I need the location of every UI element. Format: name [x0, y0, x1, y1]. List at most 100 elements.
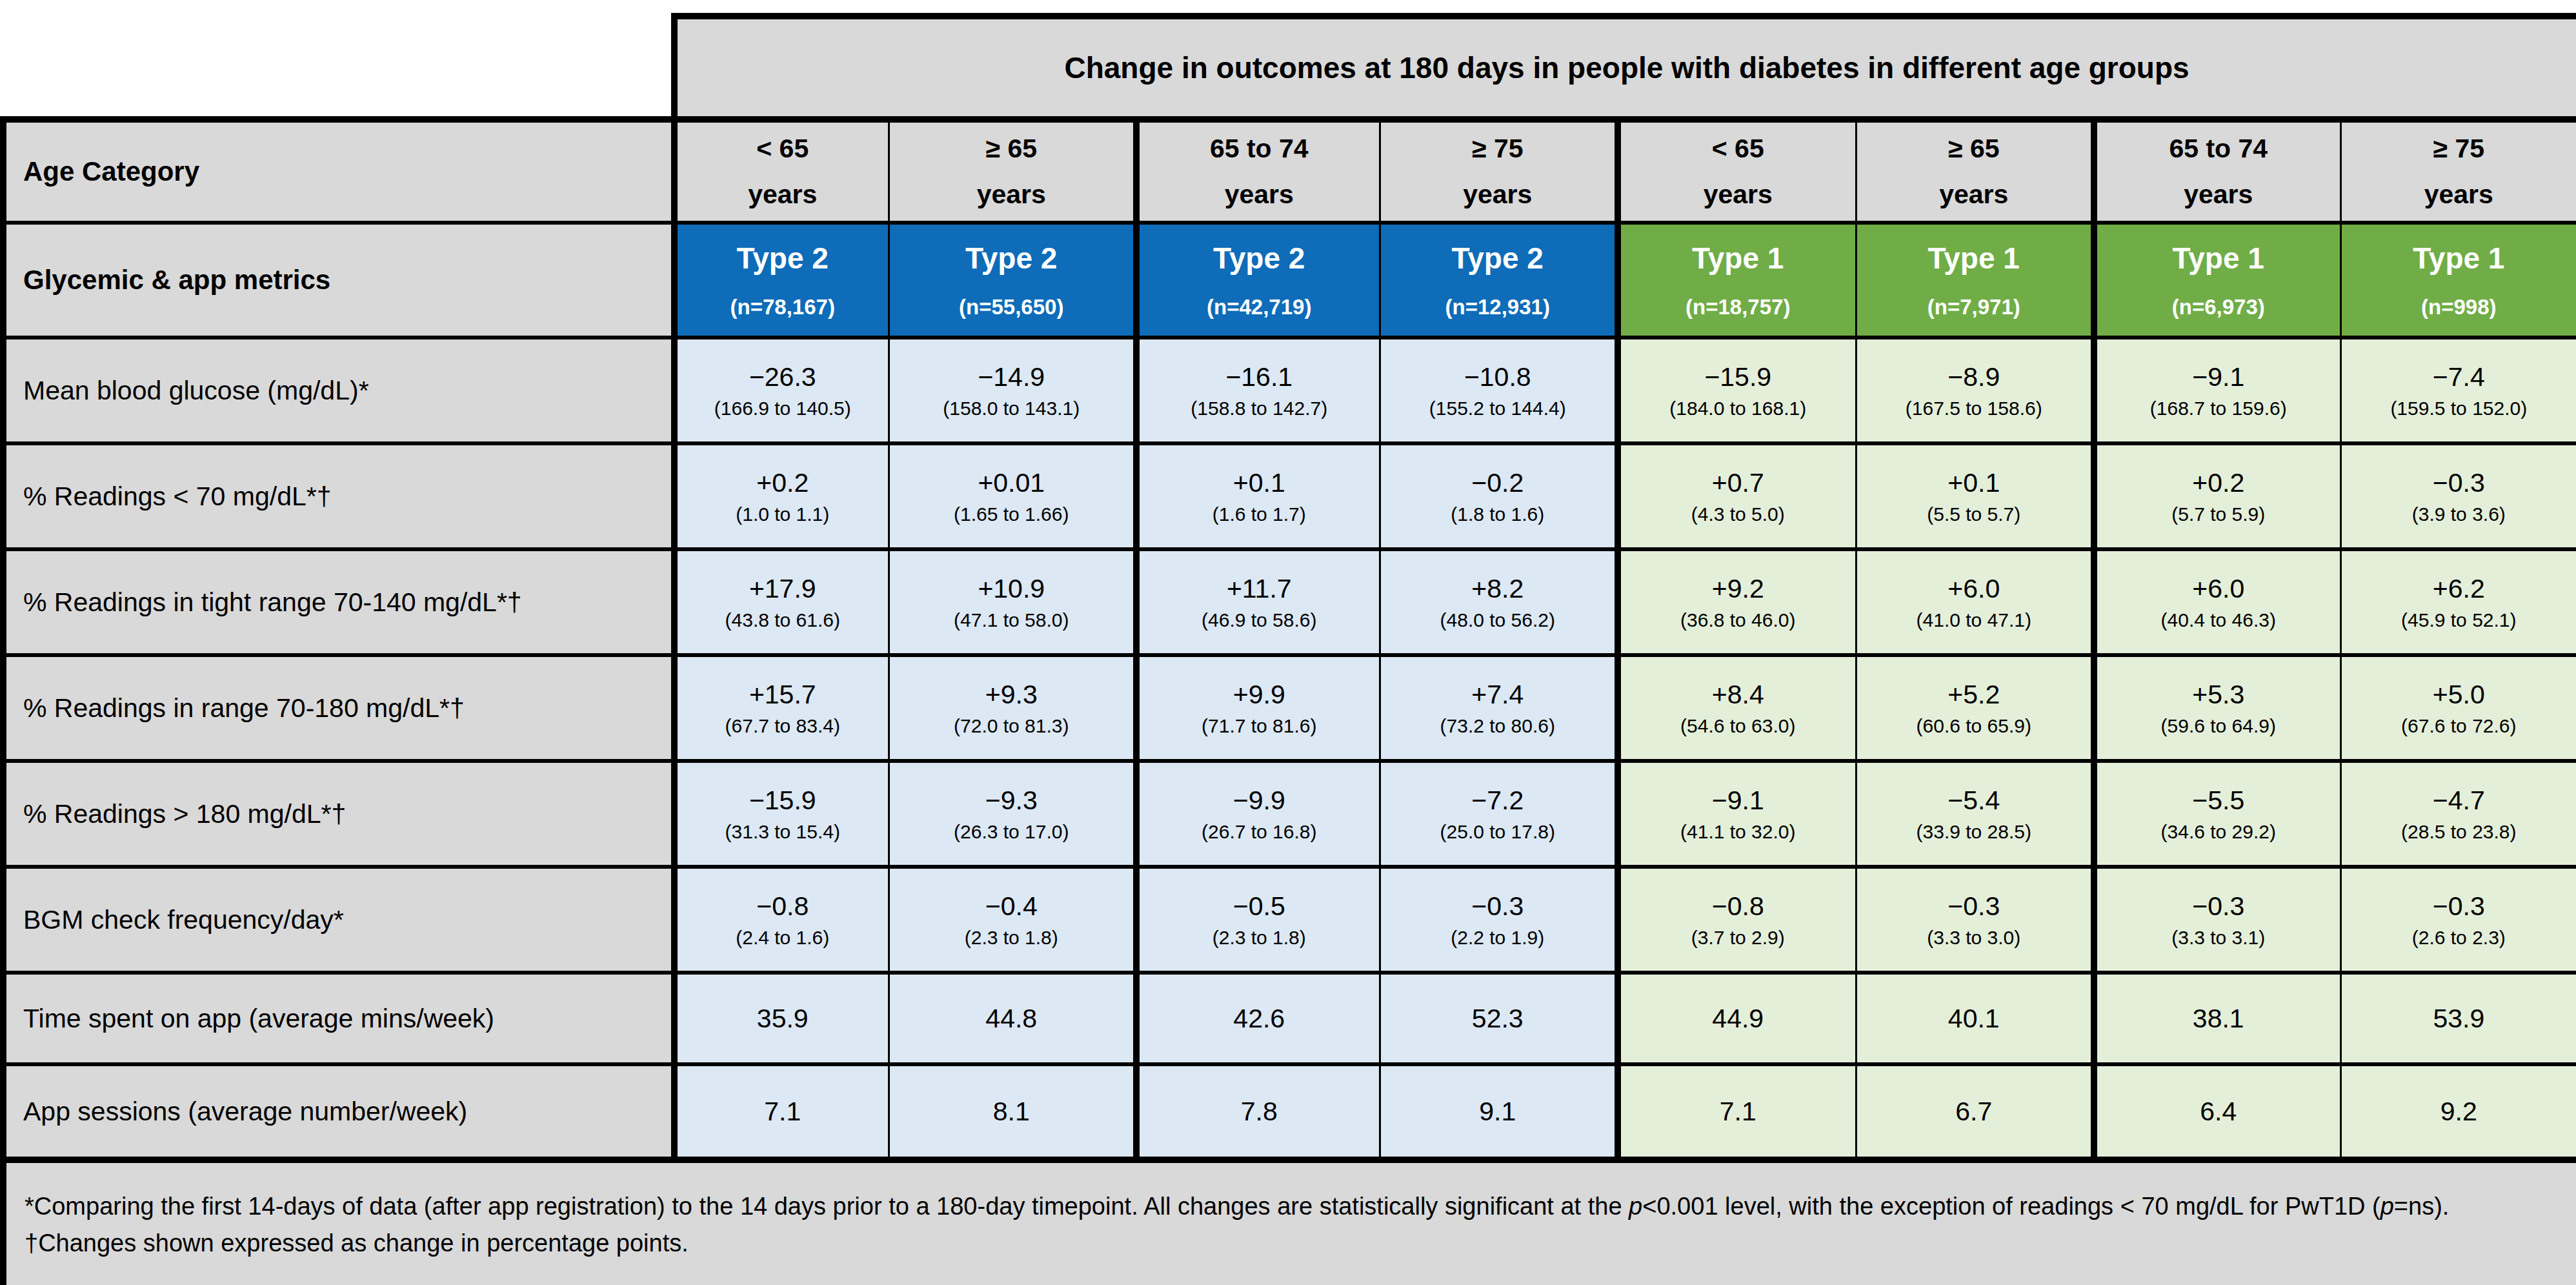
range-value: (2.4 to 1.6): [678, 927, 887, 949]
data-cell: 7.1: [1618, 1064, 1856, 1160]
change-value: −4.7: [2342, 785, 2576, 816]
data-cell: −9.1(168.7 to 159.6): [2094, 338, 2340, 443]
data-row-tight-range: % Readings in tight range 70-140 mg/dL*†…: [3, 549, 2576, 655]
data-cell: +17.9(43.8 to 61.6): [674, 549, 889, 655]
range-value: (34.6 to 29.2): [2098, 821, 2339, 843]
range-value: (4.3 to 5.0): [1622, 503, 1855, 525]
data-cell: −0.8(3.7 to 2.9): [1618, 867, 1856, 973]
cohort-header: Type 2(n=42,719): [1136, 223, 1380, 338]
change-value: 6.4: [2098, 1097, 2339, 1127]
range-value: (159.5 to 152.0): [2342, 398, 2576, 420]
range-value: (26.7 to 16.8): [1140, 821, 1378, 843]
change-value: −5.4: [1858, 785, 2091, 816]
cohort-header-row: Glycemic & app metrics Type 2(n=78,167) …: [3, 223, 2576, 338]
metrics-header: Glycemic & app metrics: [3, 223, 674, 338]
data-cell: 44.8: [889, 973, 1136, 1064]
range-value: (26.3 to 17.0): [891, 821, 1133, 843]
data-row-above-180: % Readings > 180 mg/dL*† −15.9(31.3 to 1…: [3, 761, 2576, 867]
data-cell: +0.1(1.6 to 1.7): [1136, 443, 1380, 549]
change-value: +6.0: [1858, 574, 2091, 604]
change-value: +0.01: [891, 468, 1133, 498]
change-value: −10.8: [1382, 362, 1615, 392]
change-value: −0.3: [1858, 891, 2091, 922]
cohort-n: (n=12,931): [1382, 295, 1615, 319]
data-cell: −0.3(2.2 to 1.9): [1380, 867, 1618, 973]
age-line1: 65 to 74: [2098, 134, 2339, 164]
age-line1: 65 to 74: [1140, 134, 1378, 164]
change-value: 38.1: [2098, 1004, 2339, 1034]
data-cell: +10.9(47.1 to 58.0): [889, 549, 1136, 655]
range-value: (25.0 to 17.8): [1382, 821, 1615, 843]
age-line2: years: [891, 179, 1133, 210]
range-value: (184.0 to 168.1): [1622, 398, 1855, 420]
page: Change in outcomes at 180 days in people…: [0, 0, 2576, 1285]
data-cell: +0.1(5.5 to 5.7): [1856, 443, 2094, 549]
change-value: 35.9: [678, 1004, 887, 1034]
data-row-range-70-180: % Readings in range 70-180 mg/dL*† +15.7…: [3, 655, 2576, 761]
change-value: 44.9: [1622, 1004, 1855, 1034]
age-line2: years: [1140, 179, 1378, 210]
data-cell: −0.5 (2.3 to 1.8): [1136, 867, 1380, 973]
change-value: −15.9: [1622, 362, 1855, 392]
range-value: (1.0 to 1.1): [678, 503, 887, 525]
range-value: (31.3 to 15.4): [678, 821, 887, 843]
data-cell: +11.7(46.9 to 58.6): [1136, 549, 1380, 655]
cohort-n: (n=18,757): [1622, 295, 1855, 319]
range-value: (5.7 to 5.9): [2098, 503, 2339, 525]
footnote-text-1: *Comparing the first 14-days of data (af…: [25, 1193, 1629, 1220]
change-value: −0.3: [2098, 891, 2339, 922]
range-value: (3.7 to 2.9): [1622, 927, 1855, 949]
range-value: (36.8 to 46.0): [1622, 609, 1855, 631]
cohort-type: Type 1: [1622, 241, 1855, 276]
data-cell: −15.9 (184.0 to 168.1): [1618, 338, 1856, 443]
data-cell: 7.8: [1136, 1064, 1380, 1160]
range-value: (2.3 to 1.8): [1140, 927, 1378, 949]
range-value: (48.0 to 56.2): [1382, 609, 1615, 631]
age-header-t1-lt65: < 65years: [1618, 119, 1856, 223]
change-value: +10.9: [891, 574, 1133, 604]
age-line1: ≥ 65: [891, 134, 1133, 164]
row-label: Time spent on app (average mins/week): [3, 973, 674, 1064]
data-cell: +0.2(5.7 to 5.9): [2094, 443, 2340, 549]
data-cell: 44.9: [1618, 973, 1856, 1064]
age-line1: < 65: [678, 134, 887, 164]
age-header-t2-ge75: ≥ 75years: [1380, 119, 1618, 223]
cohort-header: Type 1(n=998): [2340, 223, 2576, 338]
change-value: +0.1: [1858, 468, 2091, 498]
cohort-header: Type 1(n=7,971): [1856, 223, 2094, 338]
data-row-bgm-frequency: BGM check frequency/day* −0.8(2.4 to 1.6…: [3, 867, 2576, 973]
data-cell: −4.7(28.5 to 23.8): [2340, 761, 2576, 867]
data-cell: 9.2: [2340, 1064, 2576, 1160]
range-value: (41.0 to 47.1): [1858, 609, 2091, 631]
change-value: 44.8: [891, 1004, 1133, 1034]
data-cell: −26.3(166.9 to 140.5): [674, 338, 889, 443]
cohort-type: Type 1: [2098, 241, 2339, 276]
range-value: (45.9 to 52.1): [2342, 609, 2576, 631]
cohort-n: (n=78,167): [678, 295, 887, 319]
data-cell: +6.0(40.4 to 46.3): [2094, 549, 2340, 655]
age-line1: ≥ 75: [2342, 134, 2576, 164]
change-value: +6.2: [2342, 574, 2576, 604]
range-value: (158.0 to 143.1): [891, 398, 1133, 420]
data-cell: −8.9(167.5 to 158.6): [1856, 338, 2094, 443]
cohort-type: Type 1: [2342, 241, 2576, 276]
cohort-type: Type 2: [1382, 241, 1615, 276]
row-label: Mean blood glucose (mg/dL)*: [3, 338, 674, 443]
age-line2: years: [2098, 179, 2339, 210]
range-value: (71.7 to 81.6): [1140, 715, 1378, 737]
change-value: +9.3: [891, 680, 1133, 710]
change-value: 6.7: [1858, 1097, 2091, 1127]
data-cell: +7.4(73.2 to 80.6): [1380, 655, 1618, 761]
footnote-row: *Comparing the first 14-days of data (af…: [3, 1160, 2576, 1285]
data-cell: +0.7(4.3 to 5.0): [1618, 443, 1856, 549]
change-value: 40.1: [1858, 1004, 2091, 1034]
change-value: −9.1: [1622, 785, 1855, 816]
data-cell: 38.1: [2094, 973, 2340, 1064]
cohort-type: Type 2: [891, 241, 1133, 276]
change-value: −0.5: [1140, 891, 1378, 922]
data-cell: 6.4: [2094, 1064, 2340, 1160]
data-cell: +0.2(1.0 to 1.1): [674, 443, 889, 549]
data-cell: −9.3(26.3 to 17.0): [889, 761, 1136, 867]
range-value: (3.9 to 3.6): [2342, 503, 2576, 525]
change-value: +17.9: [678, 574, 887, 604]
